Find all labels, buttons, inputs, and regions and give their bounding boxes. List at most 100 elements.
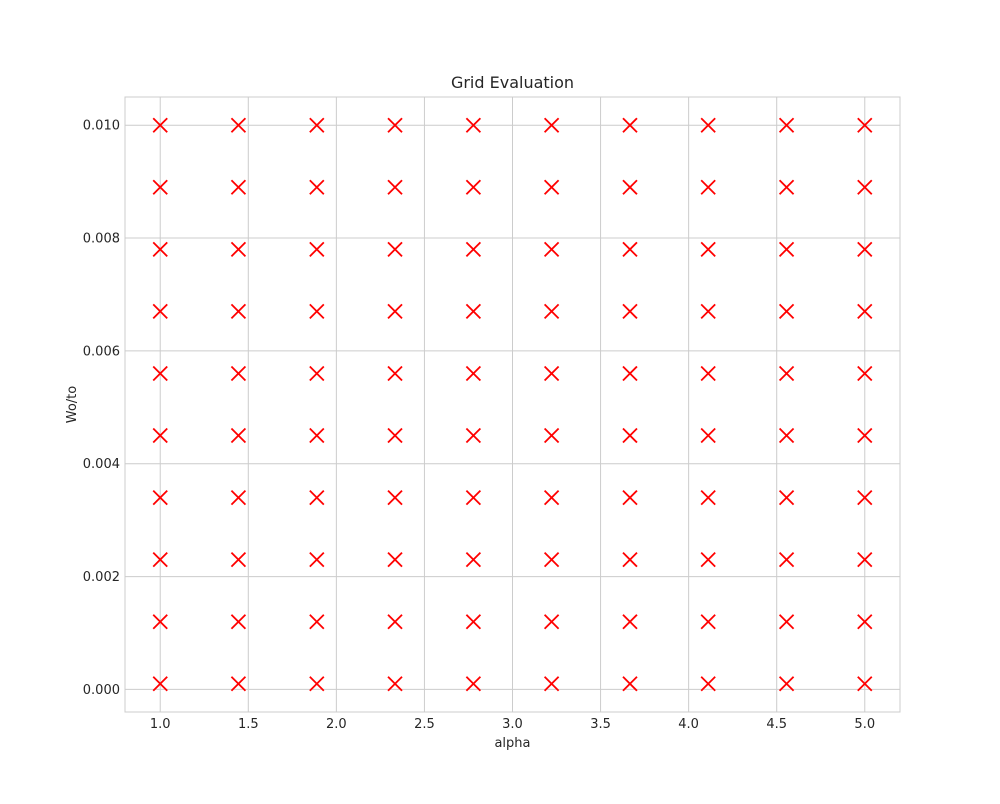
data-point-x-marker [778, 614, 795, 630]
data-point-x-marker [778, 365, 795, 382]
data-point-x-marker [230, 179, 247, 195]
data-point-x-marker [309, 427, 325, 444]
data-point-x-marker [309, 241, 325, 257]
data-point-x-marker [543, 179, 560, 195]
data-point-x-marker [543, 241, 560, 257]
data-point-x-marker [465, 676, 482, 692]
y-tick-label: 0.002 [83, 570, 120, 585]
data-point-x-marker [622, 179, 638, 195]
y-tick-label: 0.010 [83, 119, 120, 134]
data-point-x-marker [622, 303, 638, 320]
data-point-x-marker [230, 241, 247, 257]
data-point-x-marker [152, 117, 168, 133]
data-point-x-marker [778, 489, 795, 506]
data-point-x-marker [152, 614, 168, 630]
data-point-x-marker [387, 489, 403, 506]
data-point-x-marker [387, 241, 403, 257]
data-point-x-marker [778, 552, 795, 568]
data-point-x-marker [230, 676, 247, 692]
data-point-x-marker [230, 365, 247, 382]
data-point-x-marker [622, 365, 638, 382]
y-tick-label: 0.000 [83, 683, 120, 698]
data-point-x-marker [700, 179, 716, 195]
data-point-x-marker [387, 303, 403, 320]
data-point-x-marker [857, 427, 873, 444]
data-point-x-marker [778, 241, 795, 257]
data-point-x-marker [543, 552, 560, 568]
x-tick-label: 4.5 [766, 717, 787, 732]
x-tick-label: 4.0 [678, 717, 699, 732]
data-points [152, 117, 873, 692]
data-point-x-marker [387, 427, 403, 444]
data-point-x-marker [622, 427, 638, 444]
data-point-x-marker [622, 117, 638, 133]
data-point-x-marker [152, 427, 168, 444]
data-point-x-marker [152, 552, 168, 568]
chart-title: Grid Evaluation [451, 73, 574, 92]
data-point-x-marker [543, 117, 560, 133]
data-point-x-marker [778, 179, 795, 195]
data-point-x-marker [778, 427, 795, 444]
data-point-x-marker [309, 614, 325, 630]
data-point-x-marker [465, 365, 482, 382]
x-tick-label: 5.0 [854, 717, 875, 732]
data-point-x-marker [700, 365, 716, 382]
data-point-x-marker [152, 676, 168, 692]
data-point-x-marker [230, 489, 247, 506]
data-point-x-marker [465, 117, 482, 133]
data-point-x-marker [857, 365, 873, 382]
y-tick-label: 0.004 [83, 457, 120, 472]
y-tick-labels: 0.000 0.002 0.004 0.006 0.008 0.010 [83, 119, 120, 698]
data-point-x-marker [543, 489, 560, 506]
data-point-x-marker [152, 179, 168, 195]
data-point-x-marker [700, 303, 716, 320]
data-point-x-marker [309, 489, 325, 506]
data-point-x-marker [309, 117, 325, 133]
x-tick-label: 1.5 [238, 717, 259, 732]
data-point-x-marker [309, 303, 325, 320]
x-tick-label: 2.0 [326, 717, 347, 732]
data-point-x-marker [230, 303, 247, 320]
data-point-x-marker [465, 241, 482, 257]
data-point-x-marker [857, 303, 873, 320]
data-point-x-marker [543, 614, 560, 630]
data-point-x-marker [152, 365, 168, 382]
data-point-x-marker [465, 489, 482, 506]
data-point-x-marker [309, 179, 325, 195]
data-point-x-marker [700, 676, 716, 692]
data-point-x-marker [857, 614, 873, 630]
data-point-x-marker [778, 676, 795, 692]
data-point-x-marker [309, 676, 325, 692]
data-point-x-marker [543, 365, 560, 382]
data-point-x-marker [857, 676, 873, 692]
data-point-x-marker [700, 117, 716, 133]
data-point-x-marker [230, 552, 247, 568]
data-point-x-marker [152, 303, 168, 320]
data-point-x-marker [543, 676, 560, 692]
x-tick-label: 3.5 [590, 717, 611, 732]
data-point-x-marker [778, 303, 795, 320]
y-axis-label: Wo/to [65, 386, 80, 424]
data-point-x-marker [857, 552, 873, 568]
data-point-x-marker [152, 241, 168, 257]
data-point-x-marker [857, 241, 873, 257]
data-point-x-marker [387, 179, 403, 195]
data-point-x-marker [700, 427, 716, 444]
data-point-x-marker [152, 489, 168, 506]
x-axis-label: alpha [494, 736, 530, 751]
data-point-x-marker [543, 427, 560, 444]
data-point-x-marker [465, 427, 482, 444]
data-point-x-marker [309, 365, 325, 382]
data-point-x-marker [622, 241, 638, 257]
y-tick-label: 0.008 [83, 232, 120, 247]
data-point-x-marker [857, 117, 873, 133]
data-point-x-marker [465, 552, 482, 568]
x-tick-label: 2.5 [414, 717, 435, 732]
data-point-x-marker [622, 614, 638, 630]
data-point-x-marker [387, 614, 403, 630]
data-point-x-marker [543, 303, 560, 320]
y-tick-label: 0.006 [83, 344, 120, 359]
